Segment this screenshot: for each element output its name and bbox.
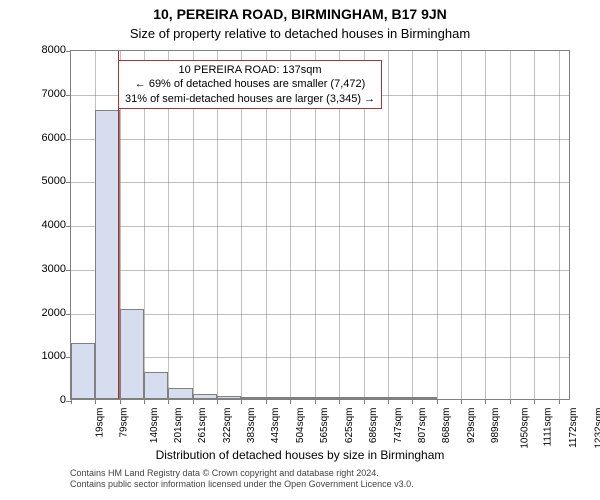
x-tick-label: 79sqm (119, 408, 130, 438)
y-tick-mark (66, 270, 71, 271)
gridline-v (485, 51, 486, 399)
gridline-h (71, 182, 569, 183)
y-tick-label: 0 (16, 394, 66, 406)
x-tick-mark (266, 399, 267, 404)
x-tick-mark (193, 399, 194, 404)
y-tick-label: 7000 (16, 88, 66, 100)
x-tick-mark (485, 399, 486, 404)
x-tick-label: 322sqm (222, 408, 233, 444)
x-tick-mark (510, 399, 511, 404)
x-tick-label: 443sqm (270, 408, 281, 444)
histogram-bar (241, 397, 266, 399)
gridline-h (71, 314, 569, 315)
gridline-v (388, 51, 389, 399)
y-tick-mark (66, 226, 71, 227)
gridline-v (412, 51, 413, 399)
y-tick-label: 5000 (16, 175, 66, 187)
x-tick-mark (217, 399, 218, 404)
footer-attribution: Contains HM Land Registry data © Crown c… (70, 468, 414, 490)
gridline-v (461, 51, 462, 399)
x-tick-mark (290, 399, 291, 404)
x-tick-mark (315, 399, 316, 404)
annotation-line1: 10 PEREIRA ROAD: 137sqm (125, 63, 375, 77)
annotation-line3: 31% of semi-detached houses are larger (… (125, 92, 375, 106)
x-tick-mark (120, 399, 121, 404)
footer-line1: Contains HM Land Registry data © Crown c… (70, 468, 414, 479)
y-tick-mark (66, 314, 71, 315)
histogram-bar (168, 388, 193, 399)
footer-line2: Contains public sector information licen… (70, 479, 414, 490)
x-tick-label: 383sqm (246, 408, 257, 444)
x-tick-mark (95, 399, 96, 404)
y-tick-label: 2000 (16, 307, 66, 319)
x-tick-label: 747sqm (393, 408, 404, 444)
x-tick-label: 201sqm (173, 408, 184, 444)
x-tick-mark (364, 399, 365, 404)
x-tick-label: 1232sqm (593, 408, 600, 449)
x-tick-mark (437, 399, 438, 404)
chart-subtitle: Size of property relative to detached ho… (0, 26, 600, 41)
x-tick-label: 140sqm (149, 408, 160, 444)
y-tick-label: 8000 (16, 44, 66, 56)
gridline-v (534, 51, 535, 399)
x-tick-label: 19sqm (95, 408, 106, 438)
x-tick-label: 565sqm (320, 408, 331, 444)
histogram-bar (364, 397, 388, 399)
histogram-bar (120, 309, 145, 399)
x-tick-mark (559, 399, 560, 404)
x-tick-mark (339, 399, 340, 404)
annotation-box: 10 PEREIRA ROAD: 137sqm ← 69% of detache… (118, 60, 382, 109)
gridline-v (559, 51, 560, 399)
y-tick-mark (66, 51, 71, 52)
x-tick-mark (412, 399, 413, 404)
x-tick-label: 1111sqm (542, 408, 553, 447)
x-tick-mark (144, 399, 145, 404)
histogram-bar (388, 397, 413, 399)
y-tick-mark (66, 139, 71, 140)
histogram-bar (71, 343, 95, 399)
gridline-v (437, 51, 438, 399)
histogram-bar (290, 397, 314, 399)
gridline-h (71, 357, 569, 358)
histogram-bar (339, 397, 364, 399)
x-tick-mark (461, 399, 462, 404)
x-tick-label: 1050sqm (520, 408, 531, 449)
histogram-bar (266, 397, 291, 399)
y-tick-label: 6000 (16, 132, 66, 144)
gridline-v (510, 51, 511, 399)
x-tick-label: 686sqm (368, 408, 379, 444)
x-tick-mark (241, 399, 242, 404)
x-tick-mark (388, 399, 389, 404)
histogram-bar (95, 110, 120, 399)
y-tick-label: 1000 (16, 350, 66, 362)
x-tick-label: 504sqm (295, 408, 306, 444)
annotation-line2: ← 69% of detached houses are smaller (7,… (125, 77, 375, 91)
histogram-bar (217, 396, 241, 399)
x-tick-label: 868sqm (441, 408, 452, 444)
x-tick-mark (71, 399, 72, 404)
gridline-h (71, 226, 569, 227)
y-tick-label: 3000 (16, 263, 66, 275)
histogram-bar (315, 397, 340, 399)
gridline-h (71, 139, 569, 140)
chart-title-address: 10, PEREIRA ROAD, BIRMINGHAM, B17 9JN (0, 6, 600, 22)
x-tick-mark (168, 399, 169, 404)
x-tick-label: 261sqm (197, 408, 208, 444)
y-tick-mark (66, 95, 71, 96)
x-tick-label: 625sqm (344, 408, 355, 444)
x-tick-label: 1172sqm (568, 408, 579, 448)
x-tick-label: 929sqm (466, 408, 477, 444)
histogram-bar (144, 372, 168, 399)
x-axis-label: Distribution of detached houses by size … (0, 448, 600, 462)
histogram-bar (412, 397, 437, 399)
x-tick-label: 989sqm (490, 408, 501, 444)
x-tick-mark (534, 399, 535, 404)
histogram-bar (193, 394, 218, 399)
y-tick-mark (66, 182, 71, 183)
y-tick-label: 4000 (16, 219, 66, 231)
gridline-h (71, 270, 569, 271)
x-tick-label: 807sqm (417, 408, 428, 444)
